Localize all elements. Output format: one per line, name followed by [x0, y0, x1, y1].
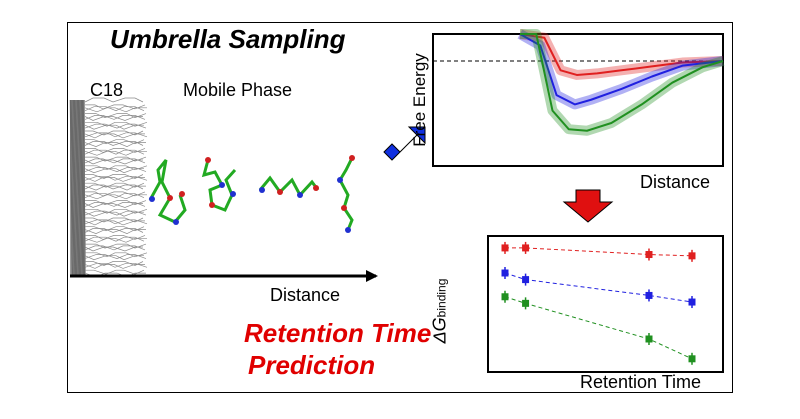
- figure-frame: [67, 22, 733, 393]
- prediction-label-line2: Prediction: [248, 350, 376, 380]
- binding-point-1-3: [688, 298, 696, 306]
- free-energy-series-2: [520, 33, 724, 132]
- binding-point-0-0: [501, 244, 509, 252]
- binding-trend-2: [504, 296, 693, 360]
- binding-chart: [487, 235, 724, 373]
- binding-ylabel: ΔGbinding: [430, 279, 451, 344]
- distance-label: Distance: [270, 285, 341, 305]
- free-energy-series-1: [519, 33, 724, 106]
- free-energy-chart: [432, 29, 725, 167]
- peptide-molecules: [148, 155, 355, 233]
- peptide-3: [258, 175, 320, 198]
- binding-ylabel-main: ΔG: [429, 317, 450, 344]
- free-energy-series-0: [519, 33, 724, 76]
- prediction-label-line1: Retention Time: [244, 318, 432, 348]
- binding-point-0-1: [522, 244, 530, 252]
- page-title: Umbrella Sampling: [110, 24, 346, 54]
- binding-trend-0: [505, 247, 693, 257]
- peptide-1: [148, 159, 187, 225]
- mobile-phase-label: Mobile Phase: [183, 80, 293, 100]
- peptide-4: [337, 155, 355, 233]
- peptide-2: [201, 157, 237, 212]
- binding-point-1-2: [645, 291, 653, 299]
- binding-point-2-2: [645, 335, 653, 343]
- binding-trend-1: [504, 272, 693, 303]
- free-energy-xlabel: Distance: [640, 172, 711, 192]
- binding-point-2-0: [501, 293, 509, 301]
- free-energy-ylabel: Free Energy: [410, 53, 429, 147]
- binding-ylabel-sub: binding: [434, 278, 449, 318]
- c18-stationary-phase: [69, 97, 148, 278]
- binding-xlabel: Retention Time: [580, 372, 702, 392]
- red-arrow: [562, 189, 614, 223]
- binding-point-0-3: [688, 252, 696, 260]
- binding-point-2-1: [522, 299, 530, 307]
- binding-point-0-2: [645, 251, 653, 259]
- binding-point-2-3: [688, 355, 696, 363]
- c18-label: C18: [90, 80, 124, 100]
- binding-point-1-0: [501, 269, 509, 277]
- binding-point-1-1: [522, 276, 530, 284]
- blue-arrow: [383, 126, 426, 161]
